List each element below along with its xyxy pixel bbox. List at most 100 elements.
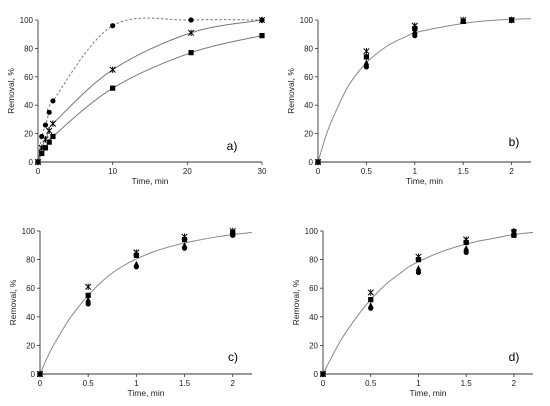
data-point-cross: [187, 29, 195, 36]
panel-a: 0 20 40 60 80 100 0 10 20 30 Time, min Removal, % a): [6, 16, 267, 186]
y-axis-title: Removal, %: [286, 68, 296, 114]
data-point-circle: [110, 23, 116, 29]
panel-label: a): [227, 139, 238, 153]
x-tick-label: 2: [509, 167, 514, 176]
fit-curve-circle: [37, 17, 263, 163]
data-point-square: [463, 239, 469, 246]
panel-label: d): [509, 350, 520, 364]
y-axis-title: Removal, %: [291, 279, 301, 325]
data-point-cross: [109, 66, 116, 73]
panel-b: 0 20 40 60 80 100 0 0.5 1 1.5 2 Time, min Removal, %…: [286, 16, 532, 186]
y-tick-label: 60: [26, 284, 35, 293]
data-point-square: [39, 150, 45, 157]
x-axis-title: Time, min: [128, 388, 165, 398]
y-tick-label: 80: [24, 44, 33, 53]
data-point-square: [188, 50, 194, 56]
data-point-triangle: [363, 59, 370, 66]
y-tick-label: 0: [31, 370, 36, 379]
y-tick-label: 20: [24, 130, 33, 139]
panel-d: 0 20 40 60 80 100 0 0.5 1 1.5 2 Time, min Removal, %…: [291, 227, 534, 398]
y-tick-label: 80: [309, 256, 318, 265]
y-tick-label: 20: [304, 130, 313, 139]
y-tick-label: 100: [22, 227, 36, 236]
data-point-circle: [181, 245, 188, 251]
y-tick-label: 100: [305, 227, 319, 236]
y-tick-label: 0: [314, 370, 319, 379]
data-point-square: [50, 133, 56, 140]
data-point-circle: [133, 264, 139, 270]
fit-curve: [39, 231, 253, 375]
data-point-circle: [50, 98, 56, 104]
data-point-square: [181, 236, 188, 243]
y-axis-title: Removal, %: [6, 68, 16, 114]
x-tick-label: 2: [512, 379, 517, 388]
x-tick-label: 0.5: [361, 167, 373, 176]
data-point-square: [85, 292, 91, 298]
data-point-circle: [188, 17, 194, 23]
x-tick-label: 0: [321, 379, 326, 388]
data-point-square: [42, 145, 49, 151]
x-tick-label: 30: [258, 167, 267, 176]
data-point-circle: [509, 17, 515, 23]
data-point-triangle: [411, 28, 418, 34]
data-point-square: [46, 139, 52, 145]
data-point-cross: [367, 289, 374, 296]
x-tick-label: 0: [38, 379, 43, 388]
y-tick-label: 0: [29, 158, 34, 167]
data-point-square: [368, 297, 374, 303]
x-tick-label: 1.5: [461, 379, 473, 388]
panel-c: 0 20 40 60 80 100 0 0.5 1 1.5 2 Time, min Removal, %…: [8, 227, 253, 398]
y-tick-label: 40: [304, 101, 313, 110]
data-point-square: [363, 54, 370, 60]
data-point-circle: [39, 133, 45, 140]
data-point-circle: [511, 228, 517, 234]
data-point-cross: [46, 127, 53, 134]
data-point-triangle: [463, 244, 470, 251]
data-point-cross: [363, 48, 370, 55]
panel-label: b): [509, 135, 520, 149]
data-point-circle: [42, 122, 49, 128]
x-tick-label: 2: [231, 379, 236, 388]
y-tick-label: 40: [26, 313, 35, 322]
y-tick-label: 100: [300, 16, 314, 25]
data-point-circle: [230, 232, 236, 238]
y-tick-label: 20: [309, 341, 318, 350]
x-tick-label: 0: [316, 167, 321, 176]
fit-curve: [322, 231, 534, 375]
x-tick-label: 0: [36, 167, 41, 176]
data-point-square: [259, 33, 265, 39]
data-point-cross: [49, 120, 57, 127]
data-point-cross: [85, 283, 92, 290]
y-tick-label: 60: [24, 73, 33, 82]
x-tick-label: 1.5: [179, 379, 191, 388]
x-tick-label: 20: [183, 167, 192, 176]
x-tick-label: 10: [108, 167, 117, 176]
data-point-circle: [368, 305, 374, 311]
x-axis-title: Time, min: [410, 388, 447, 398]
data-point-square: [133, 252, 139, 258]
data-point-circle: [363, 64, 370, 70]
data-point-square: [110, 85, 116, 91]
data-point-cross: [258, 16, 266, 24]
panel-label: c): [228, 350, 238, 364]
data-point-triangle: [415, 264, 422, 271]
x-tick-label: 0.5: [83, 379, 95, 388]
data-point-square: [415, 257, 422, 263]
y-tick-label: 80: [304, 44, 313, 53]
data-point-circle: [463, 249, 469, 256]
data-point-circle: [460, 18, 466, 25]
data-point-square: [35, 159, 41, 165]
x-tick-label: 1: [413, 167, 418, 176]
y-axis-title: Removal, %: [8, 279, 18, 325]
y-tick-label: 20: [26, 341, 35, 350]
data-point-circle: [320, 371, 326, 377]
data-point-circle: [415, 269, 422, 276]
x-axis-title: Time, min: [132, 176, 169, 186]
data-point-circle: [412, 33, 418, 39]
y-tick-label: 0: [309, 158, 314, 167]
x-tick-label: 1: [134, 379, 139, 388]
y-tick-label: 60: [309, 284, 318, 293]
data-point-circle: [46, 109, 52, 115]
y-tick-label: 80: [26, 256, 35, 265]
